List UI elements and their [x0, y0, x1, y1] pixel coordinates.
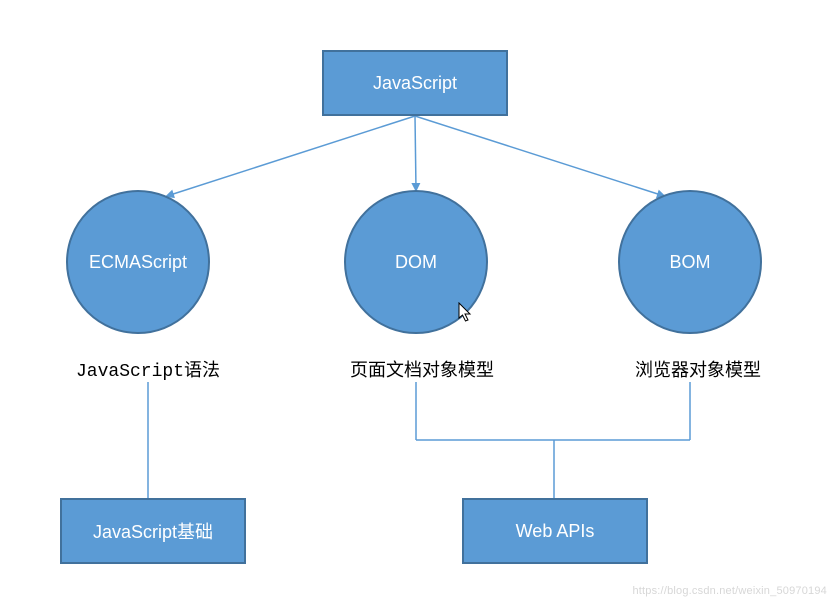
cursor-icon	[458, 302, 474, 324]
javascript-architecture-diagram: JavaScript ECMAScript DOM BOM JavaScript…	[0, 0, 833, 599]
node-javascript-label: JavaScript	[373, 73, 457, 94]
edge-root-ecma	[167, 116, 415, 196]
node-js-basics: JavaScript基础	[60, 498, 246, 564]
watermark-text: https://blog.csdn.net/weixin_50970194	[632, 585, 827, 597]
node-web-apis-label: Web APIs	[516, 521, 595, 542]
node-web-apis: Web APIs	[462, 498, 648, 564]
node-bom: BOM	[618, 190, 762, 334]
node-ecmascript-label: ECMAScript	[89, 252, 187, 273]
edge-root-bom	[415, 116, 664, 196]
node-bom-label: BOM	[669, 252, 710, 273]
caption-dom: 页面文档对象模型	[332, 356, 512, 382]
edge-root-dom	[415, 116, 416, 190]
node-ecmascript: ECMAScript	[66, 190, 210, 334]
node-dom-label: DOM	[395, 252, 437, 273]
caption-bom: 浏览器对象模型	[618, 356, 778, 382]
caption-ecmascript: JavaScript语法	[58, 356, 238, 382]
node-javascript: JavaScript	[322, 50, 508, 116]
node-js-basics-label: JavaScript基础	[93, 518, 213, 544]
